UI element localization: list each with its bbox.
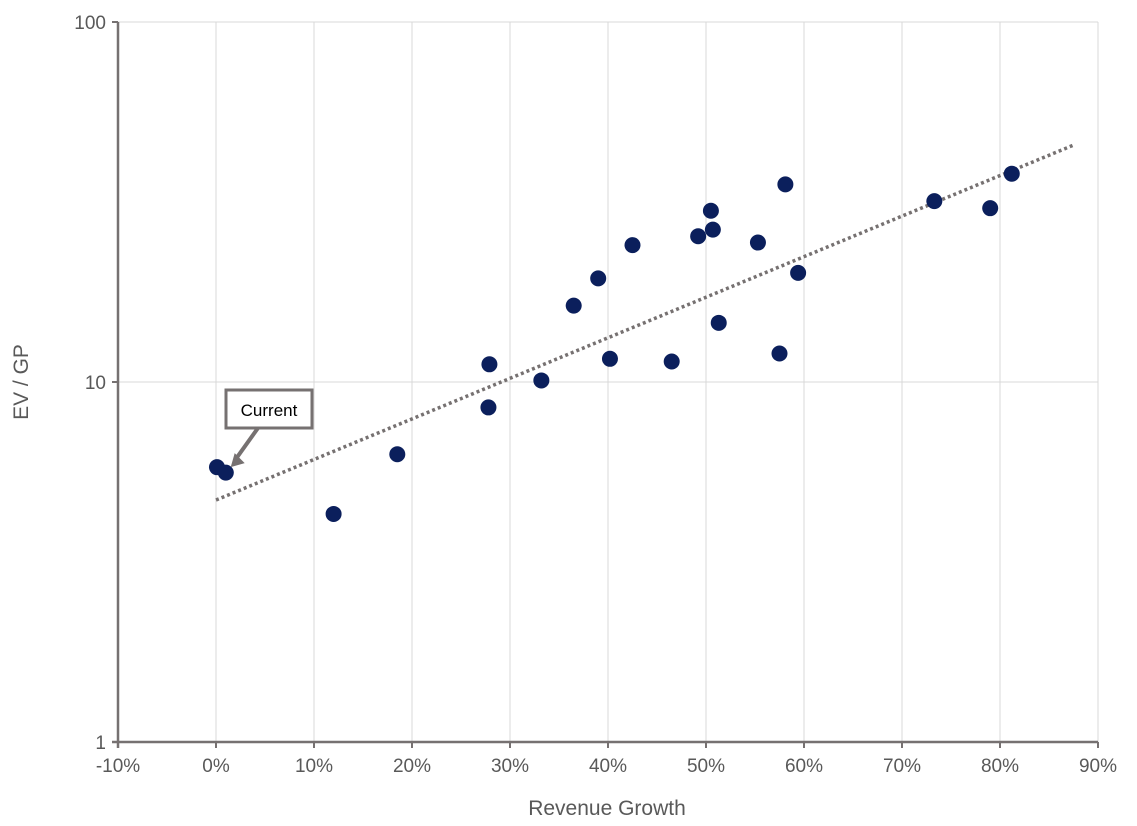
grid-lines [118, 21, 1099, 743]
data-point [325, 505, 342, 522]
callout-arrow-head [230, 453, 245, 468]
data-point [926, 193, 943, 210]
x-tick-label: 90% [1079, 756, 1117, 777]
trendline-layer [215, 143, 1075, 502]
x-tick-label: 40% [589, 756, 627, 777]
y-axis-title: EV / GP [10, 344, 33, 420]
data-point [480, 399, 497, 416]
data-point [777, 176, 794, 193]
callout-box [224, 388, 314, 430]
data-points [208, 165, 1020, 522]
y-tick-label: 100 [74, 13, 106, 34]
data-point [663, 353, 680, 370]
trendline [215, 143, 1075, 502]
data-point [710, 314, 727, 331]
data-point [601, 350, 618, 367]
x-tick-label: 50% [687, 756, 725, 777]
data-point [982, 200, 999, 217]
x-tick-label: -10% [96, 756, 140, 777]
x-tick-label: 30% [491, 756, 529, 777]
x-tick-label: 10% [295, 756, 333, 777]
callout-label: Current [241, 401, 298, 420]
y-tick-label: 10 [85, 373, 106, 394]
tick-labels: -10% 0% 10% 20% 30% 40% 50% 60% 70% 80% 90% 1 10 100 [74, 13, 1117, 777]
data-point [389, 446, 406, 463]
data-point [690, 228, 707, 245]
x-tick-label: 20% [393, 756, 431, 777]
data-point [481, 356, 498, 373]
x-tick-label: 80% [981, 756, 1019, 777]
axes [112, 21, 1099, 748]
y-tick-label: 1 [95, 733, 106, 754]
data-point [565, 297, 582, 314]
x-tick-label: 0% [202, 756, 230, 777]
data-point [533, 372, 550, 389]
data-point [590, 270, 607, 287]
data-point [790, 264, 807, 281]
data-point [1003, 165, 1020, 182]
data-point [217, 464, 234, 481]
annotations: Current [224, 388, 314, 468]
x-tick-label: 70% [883, 756, 921, 777]
data-point [749, 234, 766, 251]
x-tick-label: 60% [785, 756, 823, 777]
data-point [702, 202, 719, 219]
data-point [624, 237, 641, 254]
callout-arrow-line [234, 426, 260, 461]
data-point [771, 345, 788, 362]
data-point [704, 221, 721, 238]
x-axis-title: Revenue Growth [528, 797, 686, 820]
